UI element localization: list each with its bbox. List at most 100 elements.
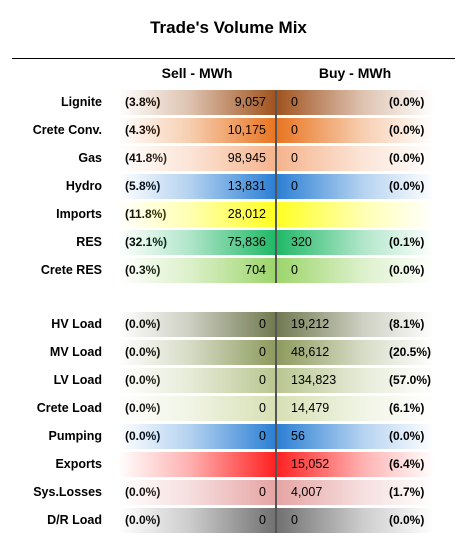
row-label: Crete Conv. — [32, 123, 102, 137]
buy-value-cell-hydro: 0 — [276, 174, 434, 199]
buy-value-cell-d-r-load: 0 — [276, 508, 434, 533]
buy-value: 0 — [291, 513, 298, 527]
sell-column-header: Sell - MWh — [161, 65, 233, 81]
row-label: Sys.Losses — [33, 485, 102, 499]
row-label: Gas — [78, 151, 102, 165]
table-row: Crete Load(0.0%)014,479(6.1%) — [0, 394, 457, 422]
buy-value-cell-gas: 0 — [276, 146, 434, 171]
sell-value: 75,836 — [227, 235, 266, 249]
sell-value-cell-lignite: 9,057 — [118, 90, 276, 115]
sell-value: 10,175 — [227, 123, 266, 137]
row-label: Exports — [55, 457, 102, 471]
row-label: Hydro — [65, 179, 102, 193]
buy-value-cell-exports: 15,052 — [276, 452, 434, 477]
sell-value-cell-gas: 98,945 — [118, 146, 276, 171]
sell-value: 0 — [259, 401, 266, 415]
buy-value-cell-lignite: 0 — [276, 90, 434, 115]
sell-value-cell-sys-losses: 0 — [118, 480, 276, 505]
row-label: Crete Load — [36, 401, 102, 415]
buy-percent: (6.4%) — [389, 457, 425, 471]
title-rule — [12, 58, 455, 59]
chart-title: Trade's Volume Mix — [150, 18, 307, 37]
sell-value: 98,945 — [227, 151, 266, 165]
center-divider — [275, 312, 277, 533]
table-row: HV Load(0.0%)019,212(8.1%) — [0, 310, 457, 338]
table-row: D/R Load(0.0%)00(0.0%) — [0, 506, 457, 534]
buy-value-cell-pumping: 56 — [276, 424, 434, 449]
buy-percent: (0.0%) — [389, 179, 425, 193]
buy-value: 0 — [291, 123, 298, 137]
row-label: RES — [76, 235, 102, 249]
sell-value: 0 — [259, 485, 266, 499]
row-label: Lignite — [61, 95, 102, 109]
buy-value: 0 — [291, 263, 298, 277]
buy-percent: (1.7%) — [389, 485, 425, 499]
sell-value-cell-hv-load: 0 — [118, 312, 276, 337]
table-row: MV Load(0.0%)048,612(20.5%) — [0, 338, 457, 366]
buy-percent: (0.1%) — [389, 235, 425, 249]
buy-value: 19,212 — [291, 317, 330, 331]
sell-value: 0 — [259, 429, 266, 443]
buy-value: 0 — [291, 179, 298, 193]
buy-value-cell-crete-load: 14,479 — [276, 396, 434, 421]
buy-percent: (20.5%) — [389, 345, 432, 359]
buy-value-cell-crete-conv: 0 — [276, 118, 434, 143]
sell-value-cell-exports — [118, 452, 276, 477]
buy-percent: (8.1%) — [389, 317, 425, 331]
row-label: Crete RES — [40, 263, 102, 277]
buy-value-cell-res: 320 — [276, 230, 434, 255]
sell-value: 0 — [259, 373, 266, 387]
sell-value: 28,012 — [227, 207, 266, 221]
buy-percent: (0.0%) — [389, 123, 425, 137]
table-row: Imports(11.8%)28,012 — [0, 200, 457, 228]
row-label: D/R Load — [47, 513, 102, 527]
sell-value-cell-imports: 28,012 — [118, 202, 276, 227]
buy-value: 48,612 — [291, 345, 330, 359]
buy-percent: (0.0%) — [389, 429, 425, 443]
buy-value: 4,007 — [291, 485, 323, 499]
buy-percent: (6.1%) — [389, 401, 425, 415]
sell-value-cell-mv-load: 0 — [118, 340, 276, 365]
buy-value-cell-hv-load: 19,212 — [276, 312, 434, 337]
sell-value-cell-lv-load: 0 — [118, 368, 276, 393]
sell-value-cell-crete-load: 0 — [118, 396, 276, 421]
sell-value-cell-crete-conv: 10,175 — [118, 118, 276, 143]
table-row: Sys.Losses(0.0%)04,007(1.7%) — [0, 478, 457, 506]
buy-value-cell-sys-losses: 4,007 — [276, 480, 434, 505]
buy-value: 56 — [291, 429, 305, 443]
row-label: Imports — [56, 207, 102, 221]
sell-value: 704 — [245, 263, 266, 277]
row-label: Pumping — [48, 429, 102, 443]
sell-value: 0 — [259, 317, 266, 331]
buy-value: 15,052 — [291, 457, 330, 471]
sell-value: 0 — [259, 513, 266, 527]
sell-value: 0 — [259, 345, 266, 359]
buy-percent: (0.0%) — [389, 151, 425, 165]
sell-value-cell-hydro: 13,831 — [118, 174, 276, 199]
buy-value: 14,479 — [291, 401, 330, 415]
sell-value-cell-d-r-load: 0 — [118, 508, 276, 533]
row-label: LV Load — [53, 373, 102, 387]
sell-value: 9,057 — [234, 95, 266, 109]
sell-value-cell-pumping: 0 — [118, 424, 276, 449]
sell-value-cell-crete-res: 704 — [118, 258, 276, 283]
row-label: MV Load — [49, 345, 102, 359]
buy-percent: (0.0%) — [389, 263, 425, 277]
row-label: HV Load — [51, 317, 102, 331]
buy-value-cell-imports — [276, 202, 434, 227]
buy-value: 0 — [291, 151, 298, 165]
sell-value-cell-res: 75,836 — [118, 230, 276, 255]
center-divider — [275, 90, 277, 283]
buy-value: 0 — [291, 95, 298, 109]
buy-column-header: Buy - MWh — [318, 65, 392, 81]
buy-percent: (57.0%) — [389, 373, 432, 387]
buy-percent: (0.0%) — [389, 95, 425, 109]
buy-percent: (0.0%) — [389, 513, 425, 527]
buy-value-cell-crete-res: 0 — [276, 258, 434, 283]
